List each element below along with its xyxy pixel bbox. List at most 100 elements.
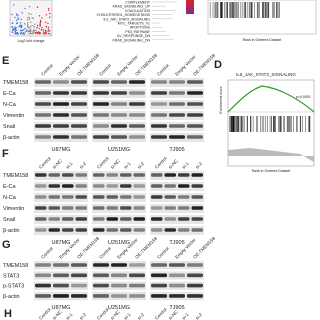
band: [53, 91, 69, 95]
volcano-dot: [45, 21, 47, 24]
pathway-label: COAGULATION: [125, 9, 151, 13]
row-label: Vimentin: [3, 113, 24, 119]
volcano-dot: [39, 24, 41, 26]
volcano-dot: [49, 33, 51, 35]
band: [53, 124, 69, 128]
band: [129, 273, 145, 278]
volcano-dot: [16, 31, 19, 34]
band: [75, 228, 87, 232]
volcano-dot: [15, 19, 18, 22]
blot-strip: [92, 193, 146, 202]
row-label: β-actin: [3, 228, 20, 234]
blot-strip: [92, 171, 146, 180]
column-label: si-2: [136, 312, 145, 320]
band: [129, 135, 145, 139]
pathway-label: IL6_JAK_STAT3_SIGNALING: [103, 17, 150, 21]
column-label: si-2: [78, 161, 87, 170]
barcode: [209, 2, 280, 18]
band: [187, 294, 203, 298]
band: [35, 294, 51, 298]
band: [151, 263, 167, 267]
column-label: si-2: [194, 312, 203, 320]
band: [187, 102, 203, 106]
band: [169, 113, 185, 117]
band: [35, 124, 51, 128]
band: [93, 195, 105, 199]
band: [53, 294, 69, 298]
volcano-dot: [17, 15, 19, 17]
row-label: TMEM158: [3, 80, 28, 86]
volcano-dot: [47, 22, 49, 25]
band: [48, 184, 60, 188]
band: [48, 173, 60, 177]
volcano-dot: [28, 18, 31, 20]
volcano-dot: [33, 30, 35, 32]
volcano-dot: [14, 27, 17, 30]
band: [62, 206, 74, 210]
band: [35, 135, 51, 139]
volcano-dot: [41, 27, 43, 29]
panel-letter: G: [2, 239, 11, 251]
band: [71, 102, 87, 106]
band: [71, 294, 87, 298]
band: [151, 102, 167, 106]
volcano-dot: [27, 22, 29, 24]
volcano-dot: [31, 33, 33, 35]
blot-strip: [34, 215, 88, 224]
blot-strip: [150, 281, 204, 290]
band: [93, 217, 105, 221]
volcano-dot: [32, 25, 34, 27]
row-label: β-actin: [3, 135, 20, 141]
cell-line-label: TJ905: [169, 240, 184, 246]
band: [133, 184, 145, 188]
ranked-metric: [228, 148, 314, 162]
volcano-dot: [28, 27, 31, 29]
column-label: si-1: [123, 312, 132, 320]
band: [62, 173, 74, 177]
cell-line-label: U251MG: [108, 240, 130, 246]
band: [120, 173, 132, 177]
volcano-dot: [30, 25, 32, 27]
band: [35, 273, 51, 278]
volcano-dot: [47, 30, 49, 32]
row-label: Snail: [3, 124, 15, 130]
band: [151, 206, 163, 210]
volcano-dot: [31, 17, 33, 19]
band: [106, 217, 118, 221]
volcano-dot: [44, 33, 46, 35]
band: [178, 217, 190, 221]
band: [53, 102, 69, 106]
blot-strip: [92, 271, 146, 280]
band: [120, 228, 132, 232]
band: [151, 91, 167, 95]
band: [187, 263, 203, 267]
volcano-dot: [32, 31, 34, 34]
band: [35, 102, 51, 106]
gsea-xlabel: Rank in Ordered Dataset: [252, 169, 291, 173]
band: [164, 217, 176, 221]
band: [53, 113, 69, 117]
blot-strip: [92, 111, 146, 120]
volcano-dot: [39, 23, 41, 25]
volcano-dot: [42, 29, 45, 31]
pathway-label: KRAS_SIGNALING_UP: [113, 5, 151, 9]
band: [35, 91, 51, 95]
row-label: Vimentin: [3, 206, 24, 212]
column-label: si-2: [136, 161, 145, 170]
volcano-dot: [11, 13, 13, 16]
panel-letter: F: [2, 148, 9, 160]
volcano-dot: [19, 24, 21, 27]
blot-strip: [150, 204, 204, 213]
band: [35, 80, 51, 84]
volcano-dot: [36, 31, 38, 34]
band: [71, 113, 87, 117]
pathway-label: MYC_TARGETS_V1: [118, 22, 150, 26]
volcano-dot: [29, 28, 32, 31]
band: [93, 263, 109, 267]
pathway-label: KRAS_SIGNALING_DN: [112, 38, 150, 42]
volcano-dot: [14, 30, 16, 33]
volcano-dot: [11, 26, 13, 28]
volcano-dot: [19, 29, 22, 31]
band: [151, 113, 167, 117]
band: [48, 195, 60, 199]
